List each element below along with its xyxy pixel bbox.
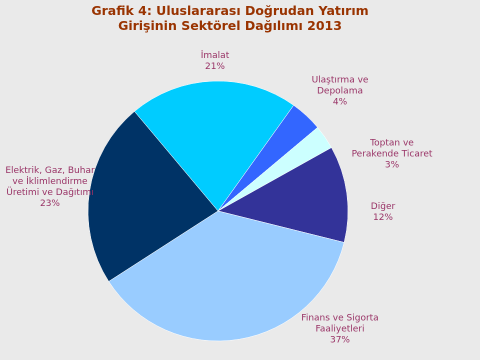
slice-label: Finans ve Sigorta Faaliyetleri 37% <box>295 314 385 347</box>
category-label: İmalat <box>200 51 230 61</box>
pie-slice <box>217 147 349 243</box>
value-label: 21% <box>204 62 225 72</box>
slice-label: Toptan ve Perakende Ticaret 3% <box>347 139 437 172</box>
value-label: 12% <box>372 213 393 223</box>
category-label: Ulaştırma ve Depolama <box>311 75 369 97</box>
value-label: 3% <box>384 160 400 171</box>
pie-slice <box>87 111 219 282</box>
value-label: 37% <box>329 335 350 346</box>
value-label: 23% <box>39 199 60 209</box>
category-label: Toptan ve Perakende Ticaret <box>351 138 433 160</box>
value-label: 4% <box>332 97 348 108</box>
slice-label: Ulaştırma ve Depolama 4% <box>305 76 375 109</box>
slice-label: Diğer 12% <box>358 202 408 224</box>
chart-title: Grafik 4: Uluslararası Doğrudan Yatırım … <box>91 3 369 33</box>
category-label: Finans ve Sigorta Faaliyetleri <box>301 313 379 335</box>
slice-label: Elektrik, Gaz, Buhar ve İklimlendirme Ür… <box>3 166 98 210</box>
category-label: Diğer <box>370 202 396 212</box>
slice-label: İmalat 21% <box>185 51 245 73</box>
category-label: Elektrik, Gaz, Buhar ve İklimlendirme Ür… <box>5 166 95 198</box>
pie-slice <box>134 80 295 212</box>
